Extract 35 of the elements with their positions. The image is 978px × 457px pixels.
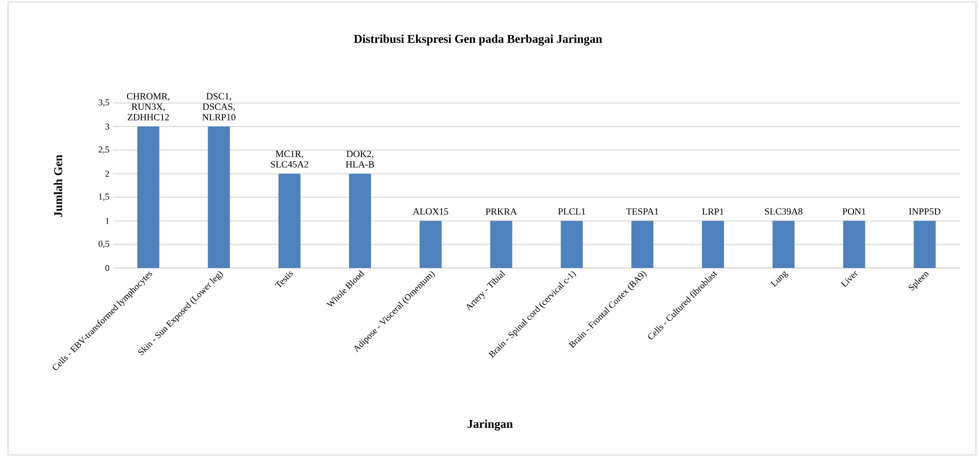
data-label: PRKRA (486, 208, 517, 215)
bar (137, 126, 160, 268)
data-label: TESPA1 (626, 208, 658, 215)
data-label: DSC1, DSCAS, NLRP10 (202, 93, 236, 120)
bar (208, 126, 230, 268)
data-label: SLC39A8 (764, 208, 802, 215)
data-label: DOK2, HLA-B (346, 150, 374, 168)
data-label: ALOX15 (412, 208, 448, 215)
chart-title: Distribusi Ekspresi Gen pada Berbagai Jaringan (354, 34, 602, 46)
data-label: PON1 (842, 208, 866, 215)
y-tick-label: 3 (105, 124, 110, 130)
bar (772, 220, 795, 268)
bar (490, 220, 512, 268)
data-label: PLCL1 (558, 208, 586, 215)
y-tick-label: 1,5 (99, 194, 110, 201)
bar (702, 220, 724, 268)
y-tick-label: 2,5 (98, 146, 110, 154)
bar (278, 174, 300, 268)
bar (914, 220, 936, 268)
bar (843, 220, 866, 268)
y-tick-label: 3,5 (98, 99, 110, 107)
x-axis-title: Jaringan (468, 420, 513, 430)
y-axis-title: Jumlah Gen (54, 154, 62, 217)
data-label: INPP5D (909, 208, 940, 215)
y-tick-label: 0,5 (98, 240, 110, 248)
y-tick-label: 0 (105, 264, 110, 272)
data-label: CHROMR, RUN3X, ZDHHC12 (127, 93, 170, 120)
data-label: MC1R, SLC45A2 (270, 150, 308, 168)
bar (560, 220, 583, 268)
y-tick-label: 1 (106, 218, 109, 224)
bar (349, 174, 372, 268)
bar (420, 220, 442, 268)
bar (631, 220, 654, 268)
data-label: LRP1 (702, 208, 724, 215)
y-tick-label: 2 (105, 170, 109, 177)
